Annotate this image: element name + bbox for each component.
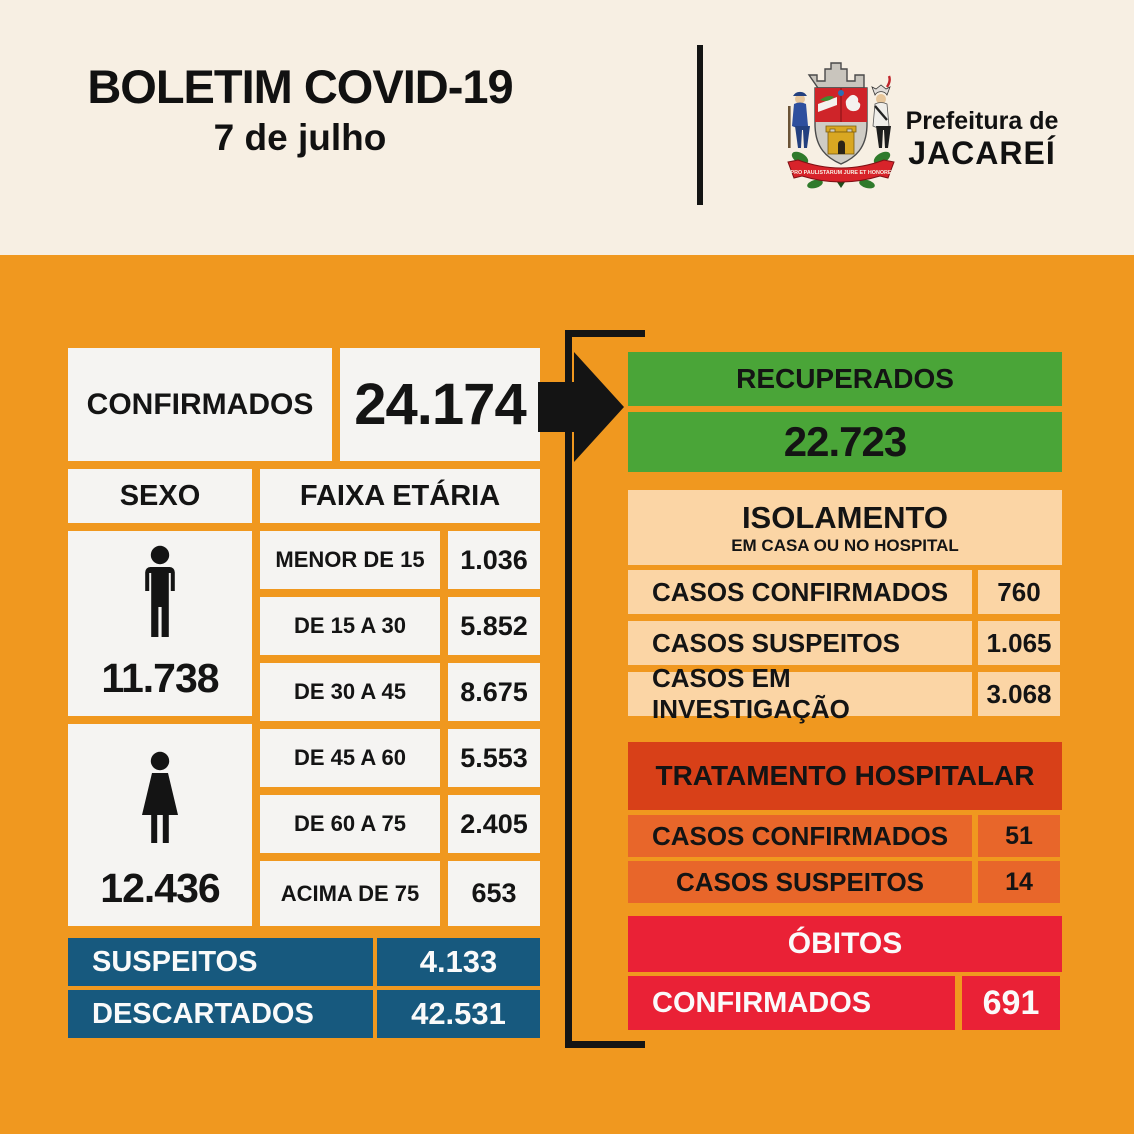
obitos-header: ÓBITOS xyxy=(628,916,1062,972)
age-row-value: 5.852 xyxy=(448,597,540,655)
age-row-value: 2.405 xyxy=(448,795,540,853)
logo-text: Prefeitura de JACAREÍ xyxy=(904,107,1060,171)
confirmados-value-box: 24.174 xyxy=(340,348,540,461)
jacarei-coat-of-arms-icon: PRO PAULISTARUM JURE ET HONORE xyxy=(787,62,895,189)
female-count-box: 12.436 xyxy=(68,724,252,926)
city-name: JACAREÍ xyxy=(908,134,1056,171)
flow-arrow-icon xyxy=(538,352,624,462)
female-icon xyxy=(142,751,178,843)
age-row-label: ACIMA DE 75 xyxy=(260,861,440,926)
isolamento-row-label: CASOS EM INVESTIGAÇÃO xyxy=(628,663,972,724)
tratamento-row-value: 14 xyxy=(978,861,1060,903)
prefeitura-label: Prefeitura de xyxy=(905,107,1059,135)
age-row-label: DE 30 A 45 xyxy=(260,663,440,721)
suspeitos-label: SUSPEITOS xyxy=(68,938,373,986)
tratamento-row-value: 51 xyxy=(978,815,1060,857)
crest-shield xyxy=(814,87,868,165)
age-row-label: MENOR DE 15 xyxy=(260,531,440,589)
descartados-label: DESCARTADOS xyxy=(68,990,373,1038)
bracket-top-line xyxy=(565,330,645,337)
crest-left-supporter xyxy=(788,91,810,148)
male-count-box: 11.738 xyxy=(68,531,252,716)
sexo-header: SEXO xyxy=(68,469,252,523)
obitos-confirmados-label: CONFIRMADOS xyxy=(628,976,955,1030)
confirmados-label-box: CONFIRMADOS xyxy=(68,348,332,461)
male-count: 11.738 xyxy=(101,655,219,701)
obitos-confirmados-value: 691 xyxy=(962,976,1060,1030)
age-row-value: 1.036 xyxy=(448,531,540,589)
bulletin-date: 7 de julho xyxy=(213,117,387,159)
bracket-vertical-line xyxy=(565,330,572,1048)
descartados-value: 42.531 xyxy=(377,990,540,1038)
age-row-value: 5.553 xyxy=(448,729,540,787)
isolamento-row-value: 1.065 xyxy=(978,621,1060,665)
header-band: BOLETIM COVID-19 7 de julho xyxy=(0,0,1134,255)
isolamento-subtitle: EM CASA OU NO HOSPITAL xyxy=(731,535,959,555)
crest-right-supporter xyxy=(871,75,891,148)
header-divider xyxy=(697,45,703,205)
age-row-label: DE 45 A 60 xyxy=(260,729,440,787)
title-block: BOLETIM COVID-19 7 de julho xyxy=(70,62,530,159)
isolamento-title: ISOLAMENTO xyxy=(741,499,949,535)
age-row-label: DE 15 A 30 xyxy=(260,597,440,655)
recuperados-header: RECUPERADOS xyxy=(628,352,1062,406)
female-count: 12.436 xyxy=(100,865,220,911)
tratamento-header: TRATAMENTO HOSPITALAR xyxy=(628,742,1062,810)
bracket-bottom-line xyxy=(565,1041,645,1048)
age-row-value: 8.675 xyxy=(448,663,540,721)
tratamento-row-label: CASOS SUSPEITOS xyxy=(628,861,972,903)
page-title: BOLETIM COVID-19 xyxy=(87,60,513,113)
isolamento-header: ISOLAMENTO EM CASA OU NO HOSPITAL xyxy=(628,490,1062,565)
faixa-etaria-header: FAIXA ETÁRIA xyxy=(260,469,540,523)
age-row-value: 653 xyxy=(448,861,540,926)
male-icon xyxy=(145,545,175,637)
isolamento-row-label: CASOS CONFIRMADOS xyxy=(628,570,972,614)
isolamento-row-value: 760 xyxy=(978,570,1060,614)
suspeitos-value: 4.133 xyxy=(377,938,540,986)
crest-crown xyxy=(807,62,865,89)
isolamento-row-label: CASOS SUSPEITOS xyxy=(628,621,972,665)
recuperados-value: 22.723 xyxy=(628,412,1062,472)
isolamento-row-value: 3.068 xyxy=(978,672,1060,716)
tratamento-row-label: CASOS CONFIRMADOS xyxy=(628,815,972,857)
age-row-label: DE 60 A 75 xyxy=(260,795,440,853)
crest-motto: PRO PAULISTARUM JURE ET HONORE xyxy=(790,170,891,176)
crest-ribbon: PRO PAULISTARUM JURE ET HONORE xyxy=(787,159,895,183)
